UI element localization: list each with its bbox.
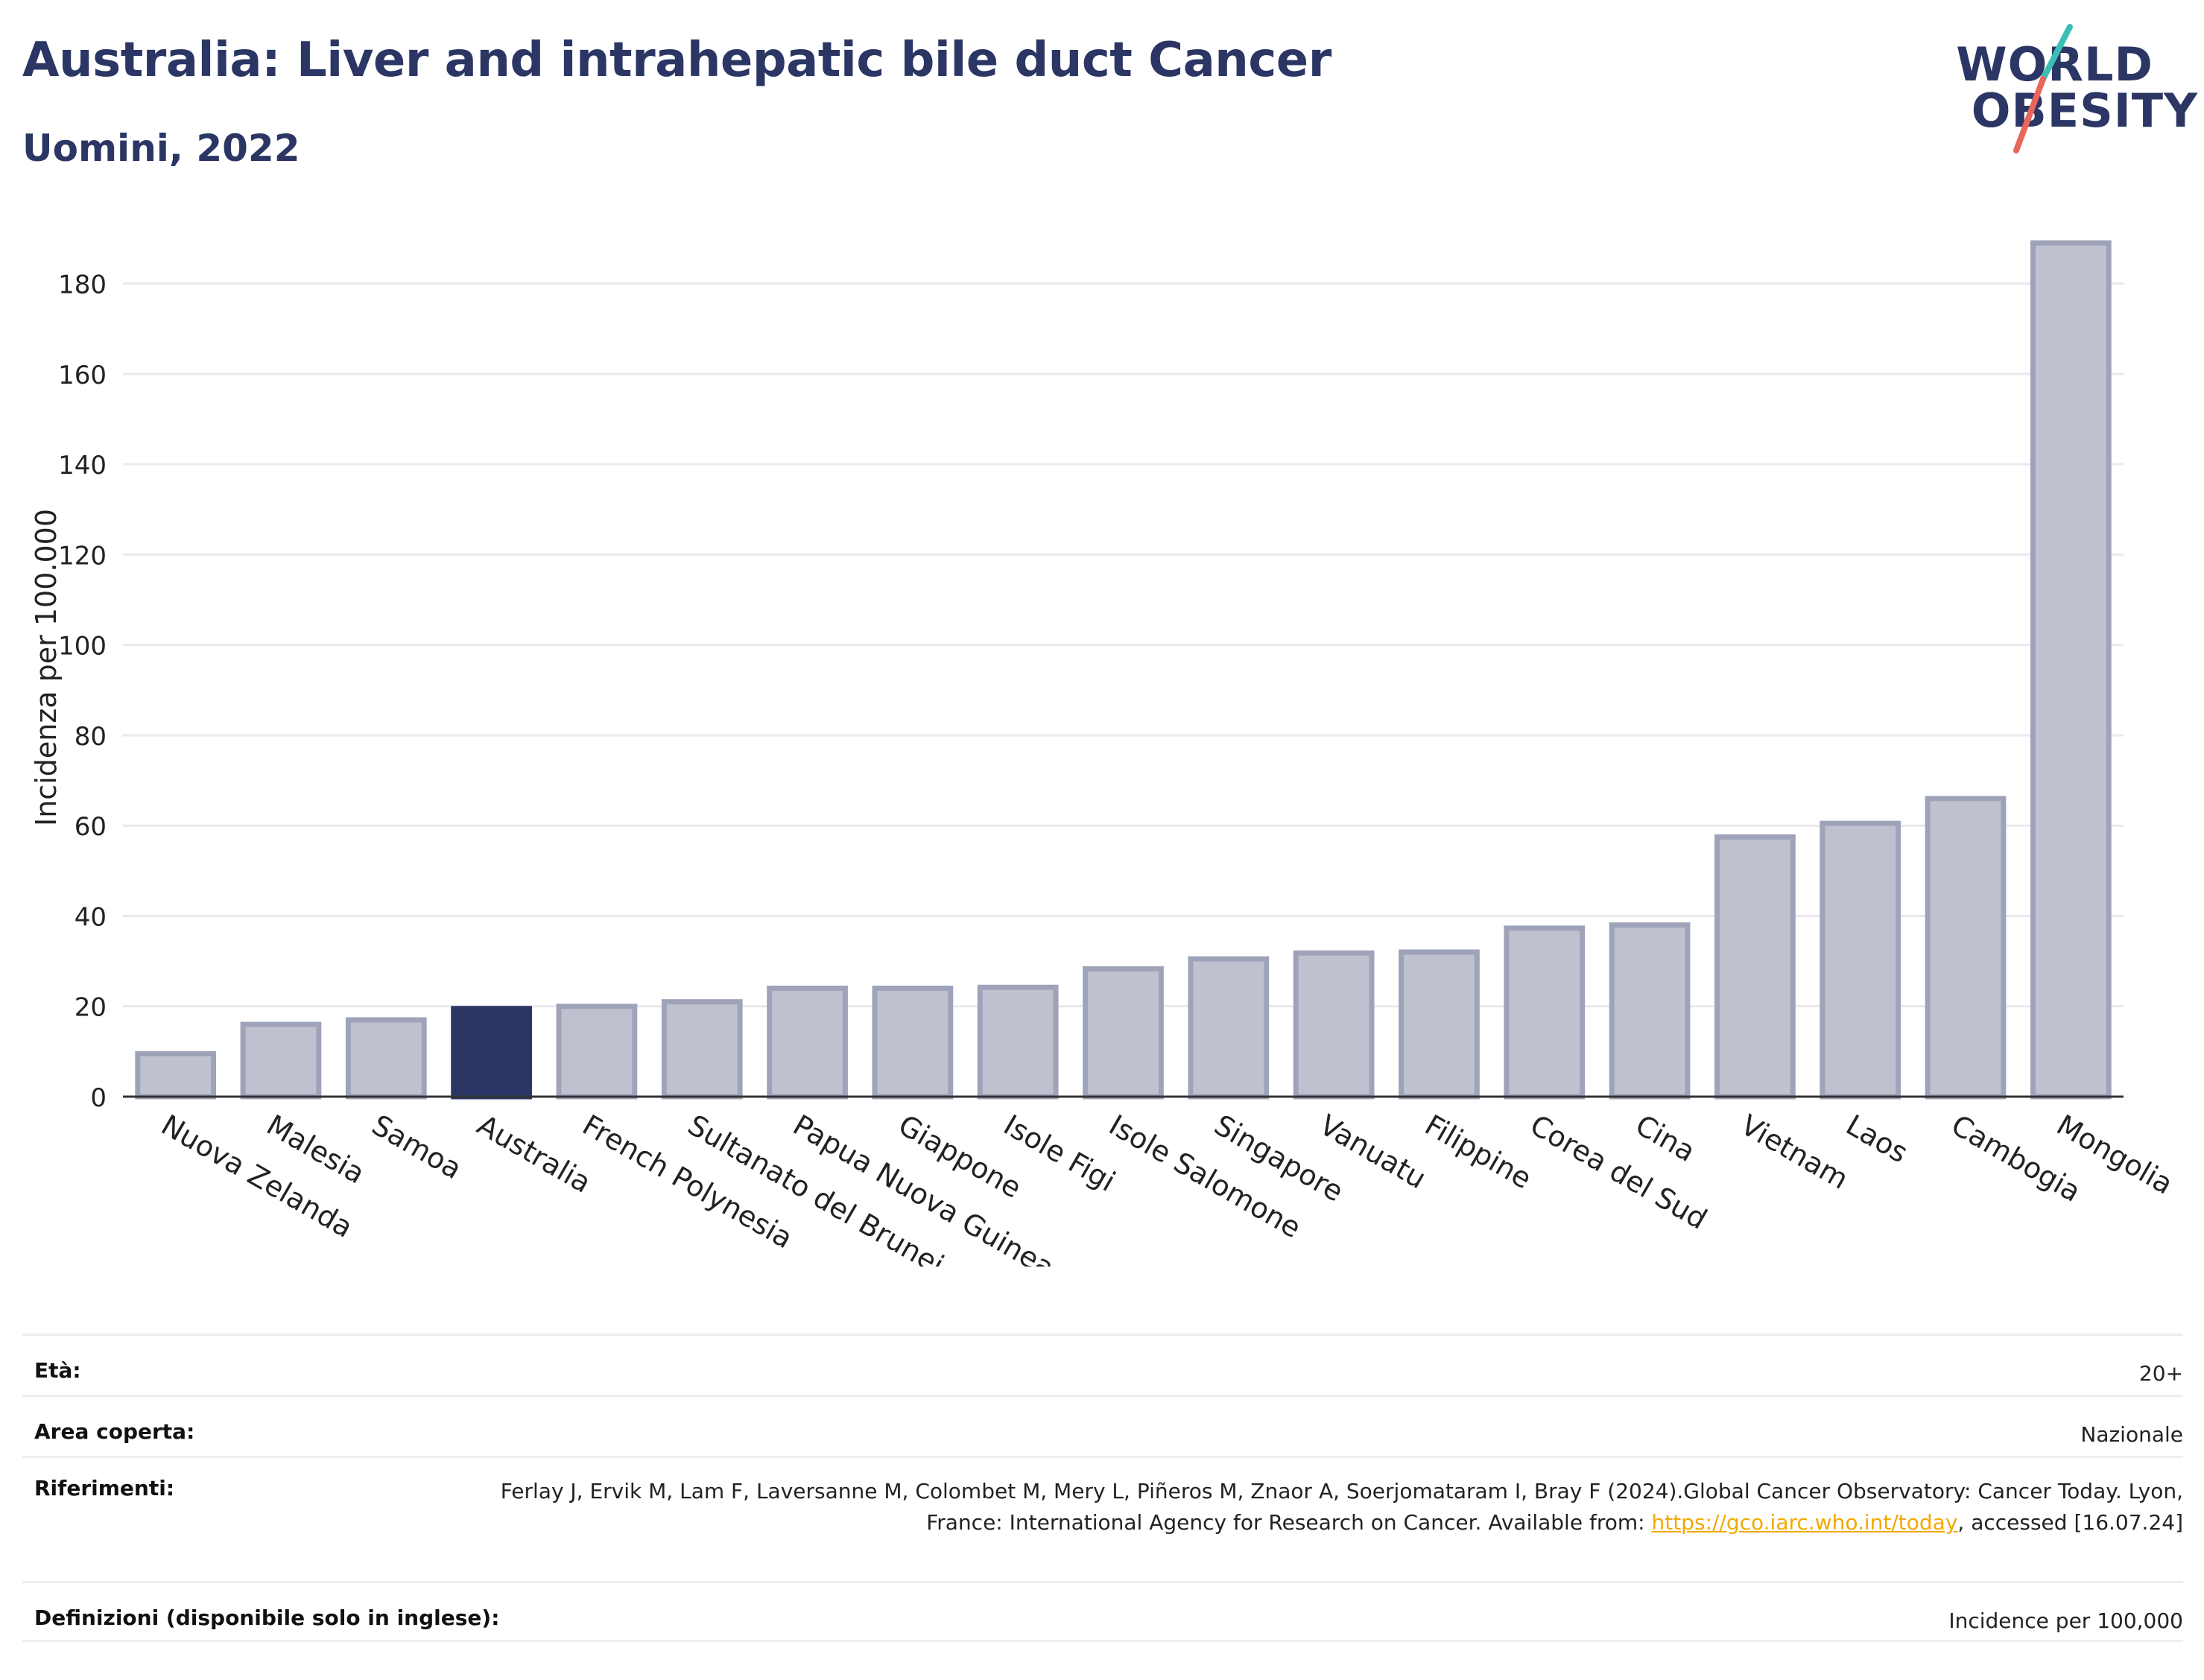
x-tick-label: Filippine — [1419, 1109, 1537, 1196]
y-tick-label: 20 — [75, 993, 107, 1023]
y-tick-label: 140 — [58, 451, 107, 481]
meta-label: Età: — [34, 1358, 81, 1383]
y-tick-label: 120 — [58, 541, 107, 571]
meta-label: Definizioni (disponibile solo in inglese… — [34, 1605, 500, 1630]
meta-value: 20+ — [2138, 1361, 2183, 1386]
bar — [451, 1006, 532, 1100]
x-tick-label: Samoa — [367, 1109, 467, 1186]
reference-text: Ferlay J, Ervik M, Lam F, Laversanne M, … — [500, 1479, 2183, 1535]
bar — [661, 999, 743, 1100]
y-tick-label: 180 — [58, 270, 107, 300]
x-tick-label: Nuova Zelanda — [156, 1109, 358, 1244]
bar — [977, 984, 1059, 1100]
bar — [1188, 956, 1270, 1100]
y-tick-label: 60 — [75, 812, 107, 842]
bar — [872, 985, 954, 1100]
reference-accessed: , accessed [16.07.24] — [1957, 1510, 2183, 1535]
meta-value: Nazionale — [2080, 1422, 2183, 1447]
bar — [556, 1004, 638, 1100]
bar — [1293, 950, 1375, 1100]
x-tick-label: Isole Salomone — [1103, 1109, 1306, 1245]
bar — [1925, 796, 2007, 1100]
bar-chart: 0 20 40 60 80 100 120 140 160 180 Incidenza per 10… — [30, 240, 2179, 1267]
logo-slash-icon — [2013, 24, 2073, 153]
y-axis-label: Incidenza per 100.000 — [30, 509, 63, 826]
meta-value-references: Ferlay J, Ervik M, Lam F, Laversanne M, … — [469, 1476, 2183, 1581]
meta-label: Riferimenti: — [34, 1476, 175, 1500]
y-tick-label: 0 — [90, 1083, 107, 1113]
bar — [1504, 925, 1586, 1100]
bar — [1083, 966, 1164, 1100]
bar — [1609, 922, 1691, 1100]
y-tick-label: 40 — [75, 902, 107, 932]
bar — [240, 1021, 322, 1100]
x-tick-label: Corea del Sud — [1524, 1109, 1712, 1236]
x-tick-label: Vietnam — [1735, 1109, 1854, 1196]
bar — [767, 985, 848, 1100]
x-tick-label: Cina — [1630, 1109, 1701, 1168]
world-obesity-logo[interactable]: WORLD OBESITY — [1945, 19, 2198, 161]
meta-row-age: Età: 20+ — [22, 1334, 2183, 1395]
bar — [1714, 834, 1796, 1100]
meta-value: Incidence per 100,000 — [1948, 1608, 2183, 1633]
x-tick-label: Australia — [472, 1109, 597, 1199]
y-tick-label: 80 — [75, 722, 107, 752]
meta-label: Area coperta: — [34, 1419, 195, 1444]
x-tick-label: Laos — [1840, 1109, 1913, 1170]
reference-link[interactable]: https://gco.iarc.who.int/today — [1651, 1510, 1958, 1535]
chart-subtitle: Uomini, 2022 — [22, 127, 300, 170]
y-tick-label: 160 — [58, 361, 107, 390]
chart-title: Australia: Liver and intrahepatic bile d… — [22, 33, 1331, 88]
bar — [345, 1017, 427, 1100]
bar — [2030, 240, 2112, 1100]
logo-line-world: WORLD — [1956, 37, 2153, 92]
y-tick-label: 100 — [58, 632, 107, 662]
bar — [1399, 949, 1480, 1100]
meta-row-area: Area coperta: Nazionale — [22, 1395, 2183, 1456]
metadata-table: Età: 20+ Area coperta: Nazionale Riferim… — [22, 1334, 2183, 1642]
meta-row-definitions: Definizioni (disponibile solo in inglese… — [22, 1581, 2183, 1642]
meta-row-references: Riferimenti: Ferlay J, Ervik M, Lam F, L… — [22, 1456, 2183, 1581]
bar — [1820, 820, 1901, 1100]
bar — [135, 1050, 217, 1100]
logo-line-obesity: OBESITY — [1971, 83, 2198, 138]
